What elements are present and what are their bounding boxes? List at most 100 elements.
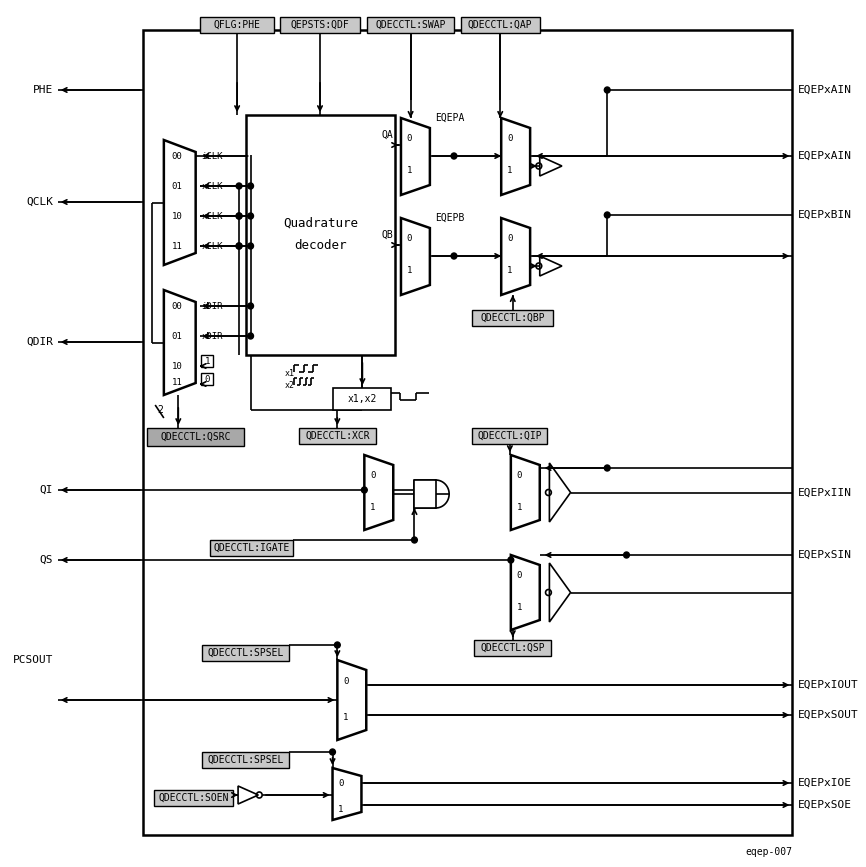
Text: 0: 0 [204,375,210,383]
Circle shape [248,303,254,309]
Text: iDIR: iDIR [202,302,223,310]
Text: QDECCTL:QAP: QDECCTL:QAP [468,20,533,30]
Text: QDECCTL:XCR: QDECCTL:XCR [305,431,370,441]
Text: 1: 1 [517,603,522,611]
Bar [210,540,293,556]
Circle shape [334,642,340,648]
Text: 10: 10 [171,362,183,370]
Text: 1: 1 [407,265,412,275]
Text: x1,x2: x1,x2 [348,394,377,404]
Circle shape [624,552,630,558]
Text: 1: 1 [507,265,513,275]
Bar [246,115,395,355]
Text: 0: 0 [370,471,376,479]
Bar [472,428,547,444]
Bar [203,752,289,768]
Text: 10: 10 [171,212,183,220]
Text: 00: 00 [171,302,183,310]
Text: eqep-007: eqep-007 [746,847,792,857]
Bar [367,17,454,33]
Text: xCLK: xCLK [202,181,223,191]
Text: x1: x1 [284,368,294,377]
Text: 1: 1 [339,805,344,814]
Bar [281,17,359,33]
Text: 0: 0 [339,779,344,788]
Text: EQEPxBIN: EQEPxBIN [798,210,852,220]
Circle shape [411,537,417,543]
Bar [147,428,244,446]
Text: 1: 1 [507,166,513,174]
Text: EQEPxAIN: EQEPxAIN [798,85,852,95]
Circle shape [236,183,242,189]
Text: QA: QA [382,130,393,140]
Text: EQEPB: EQEPB [435,213,464,223]
Text: QB: QB [382,230,393,240]
Bar [202,355,213,367]
Text: xCLK: xCLK [202,212,223,220]
Text: QS: QS [40,555,53,565]
Circle shape [248,333,254,339]
Text: 0: 0 [517,570,522,579]
Text: EQEPxSIN: EQEPxSIN [798,550,852,560]
Text: 0: 0 [407,134,412,142]
Circle shape [451,153,457,159]
Text: 01: 01 [171,181,183,191]
Bar [472,310,553,326]
Bar [299,428,376,444]
Text: 0: 0 [407,233,412,243]
Text: EQEPxAIN: EQEPxAIN [798,151,852,161]
Text: iCLK: iCLK [202,152,223,160]
Text: EQEPxIOE: EQEPxIOE [798,778,852,788]
Text: 1: 1 [407,166,412,174]
Text: QDECCTL:SPSEL: QDECCTL:SPSEL [208,648,284,658]
Text: 2: 2 [157,405,163,415]
Bar [475,640,552,656]
Text: PCSOUT: PCSOUT [12,655,53,665]
Text: xDIR: xDIR [202,331,223,341]
Text: 0: 0 [507,134,513,142]
Text: QDECCTL:SPSEL: QDECCTL:SPSEL [208,755,284,765]
Text: decoder: decoder [294,238,346,251]
Text: QDECCTL:SOEN: QDECCTL:SOEN [158,793,229,803]
Circle shape [248,243,254,249]
Text: 11: 11 [171,377,183,387]
Text: 0: 0 [343,677,348,687]
Text: 1: 1 [204,356,210,366]
Circle shape [236,243,242,249]
Bar [415,480,436,508]
Circle shape [361,487,367,493]
Text: EQEPxIIN: EQEPxIIN [798,487,852,498]
Text: EQEPxIOUT: EQEPxIOUT [798,680,859,690]
Text: x2: x2 [284,381,294,389]
Circle shape [236,213,242,219]
Bar [203,645,289,661]
Circle shape [248,183,254,189]
Text: 0: 0 [517,471,522,479]
Text: EQEPxSOE: EQEPxSOE [798,800,852,810]
Bar [461,17,540,33]
Text: 11: 11 [171,242,183,251]
Text: QDECCTL:SWAP: QDECCTL:SWAP [375,20,446,30]
Circle shape [508,557,514,563]
Text: QEPSTS:QDF: QEPSTS:QDF [291,20,349,30]
Circle shape [236,213,242,219]
Circle shape [604,465,611,471]
Text: 0: 0 [507,233,513,243]
Circle shape [604,212,611,218]
Bar [154,790,233,806]
Text: EQEPxSOUT: EQEPxSOUT [798,710,859,720]
Bar [201,17,274,33]
Text: QDIR: QDIR [26,337,53,347]
Circle shape [451,253,457,259]
Text: QDECCTL:QBP: QDECCTL:QBP [481,313,545,323]
Text: QDECCTL:QSP: QDECCTL:QSP [481,643,545,653]
Text: QDECCTL:QIP: QDECCTL:QIP [477,431,542,441]
Text: QCLK: QCLK [26,197,53,207]
Text: PHE: PHE [33,85,53,95]
Text: QDECCTL:IGATE: QDECCTL:IGATE [213,543,290,553]
Circle shape [248,213,254,219]
Text: 1: 1 [370,503,376,512]
Text: 1: 1 [343,714,348,722]
Text: EQEPA: EQEPA [435,113,464,123]
Bar [202,373,213,385]
